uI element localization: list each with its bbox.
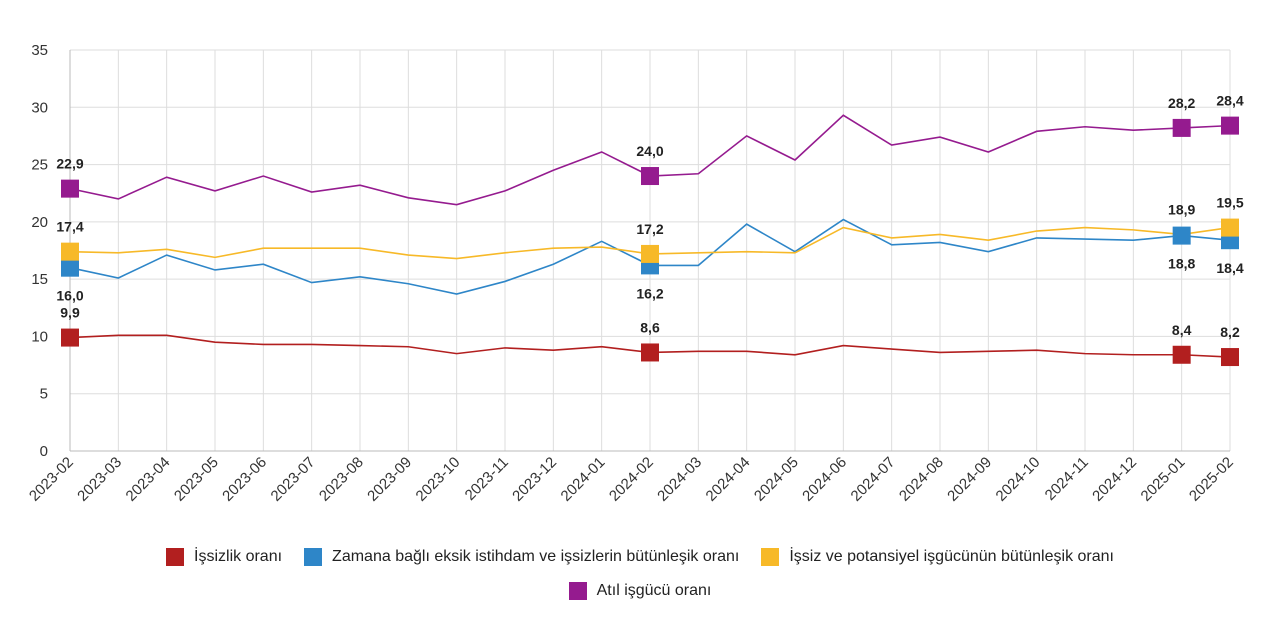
data-label-potential-labour: 17,2 [636,221,663,237]
data-label-unemployment: 9,9 [60,305,80,321]
data-label-potential-labour: 18,9 [1168,201,1195,217]
x-tick-label: 2024-12 [1089,454,1140,505]
y-tick-label: 5 [40,386,48,403]
x-tick-label: 2024-02 [606,454,657,505]
data-marker-slack [641,167,659,186]
x-tick-label: 2024-06 [799,454,850,505]
x-tick-label: 2024-07 [848,454,899,505]
legend-label-unemployment: İşsizlik oranı [194,548,283,565]
y-tick-label: 0 [40,443,48,460]
legend-row-1: İşsizlik oranı Zamana bağlı eksik istihd… [0,540,1280,574]
legend-swatch-unemployment [166,548,185,566]
data-label-underemployment: 18,8 [1168,256,1195,272]
data-marker-potential-labour [641,244,659,263]
data-label-underemployment: 16,2 [636,285,663,301]
x-tick-label: 2023-12 [509,454,560,505]
x-tick-label: 2023-02 [26,454,77,505]
data-marker-slack [1172,118,1191,137]
legend-swatch-slack [568,582,587,600]
data-marker-underemployment [1172,226,1191,245]
data-label-unemployment: 8,4 [1172,322,1192,338]
grid [69,49,1231,452]
x-tick-label: 2024-10 [993,454,1044,505]
y-tick-label: 35 [31,42,48,59]
data-marker-unemployment [641,343,659,362]
y-tick-label: 20 [31,214,48,231]
x-tick-label: 2023-05 [171,454,222,505]
x-tick-label: 2024-09 [944,454,995,505]
x-tick-label: 2025-02 [1186,454,1237,505]
legend-row-2: Atıl işgücü oranı [0,574,1280,608]
legend-label-potential-labour: İşsiz ve potansiyel işgücünün bütünleşik… [789,548,1114,565]
legend-label-slack: Atıl işgücü oranı [596,582,712,599]
y-tick-label: 30 [31,99,48,116]
data-marker-unemployment [1221,348,1239,367]
x-tick-label: 2024-03 [654,454,705,505]
legend-swatch-potential-labour [761,548,780,566]
x-tick-label: 2024-08 [896,454,947,505]
data-label-unemployment: 8,6 [640,319,660,335]
line-chart: 051015202530352023-022023-032023-042023-… [26,42,1244,505]
y-tick-label: 25 [31,157,48,174]
x-tick-label: 2023-09 [364,454,415,505]
legend-item-unemployment[interactable]: İşsizlik oranı [166,548,282,566]
legend-swatch-underemployment [304,548,323,566]
data-label-unemployment: 8,2 [1220,324,1240,340]
x-tick-label: 2023-10 [413,454,464,505]
x-tick-label: 2024-01 [558,454,609,505]
data-label-potential-labour: 19,5 [1216,195,1243,211]
y-tick-label: 15 [31,271,48,288]
data-marker-slack [1221,116,1239,135]
x-tick-label: 2024-11 [1042,454,1092,504]
x-tick-label: 2023-08 [316,454,367,505]
x-tick-label: 2025-01 [1138,454,1189,505]
x-tick-label: 2023-06 [219,454,270,505]
x-tick-label: 2023-04 [123,454,174,505]
x-tick-label: 2023-03 [74,454,125,505]
data-label-potential-labour: 17,4 [56,219,83,235]
data-label-underemployment: 18,4 [1216,260,1243,276]
data-label-slack: 24,0 [636,143,663,159]
data-marker-unemployment [1172,345,1191,364]
legend: İşsizlik oranı Zamana bağlı eksik istihd… [0,540,1280,608]
data-label-underemployment: 16,0 [56,288,83,304]
data-label-slack: 22,9 [56,156,83,172]
data-marker-potential-labour [1221,218,1239,237]
legend-item-slack[interactable]: Atıl işgücü oranı [568,582,712,600]
data-marker-slack [61,179,79,198]
legend-item-underemployment[interactable]: Zamana bağlı eksik istihdam ve işsizleri… [304,548,739,566]
x-tick-label: 2024-04 [703,454,754,505]
legend-label-underemployment: Zamana bağlı eksik istihdam ve işsizleri… [332,548,740,565]
data-label-slack: 28,4 [1216,93,1243,109]
x-tick-label: 2023-07 [268,454,319,505]
x-tick-label: 2023-11 [462,454,512,504]
data-marker-potential-labour [61,242,79,261]
data-marker-unemployment [61,328,79,347]
y-tick-label: 10 [31,328,48,345]
data-label-slack: 28,2 [1168,95,1195,111]
x-tick-label: 2024-05 [751,454,802,505]
data-marker-underemployment [61,258,79,277]
legend-item-potential-labour[interactable]: İşsiz ve potansiyel işgücünün bütünleşik… [761,548,1114,566]
